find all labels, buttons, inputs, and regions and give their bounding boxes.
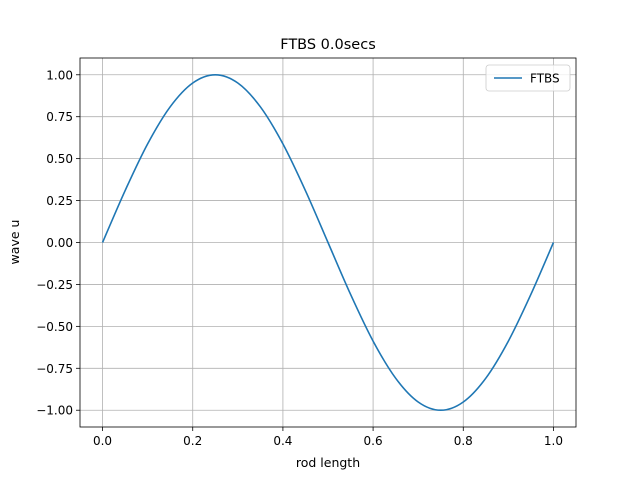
series-line-ftbs (101, 73, 555, 412)
x-axis: 0.0 0.2 0.4 0.6 0.8 1.0 (93, 427, 563, 448)
x-tick-label: 0.6 (364, 434, 383, 448)
y-tick-label: 0.50 (46, 152, 73, 166)
y-tick-label: −1.00 (36, 404, 73, 418)
plot-area (101, 73, 555, 412)
x-tick-label: 0.8 (454, 434, 473, 448)
x-tick-label: 0.0 (93, 434, 112, 448)
y-axis: −1.00 −0.75 −0.50 −0.25 0.00 0.25 0.50 0.75 1.00 (36, 68, 80, 418)
x-tick-label: 1.0 (544, 434, 563, 448)
y-tick-label: 1.00 (46, 68, 73, 82)
x-tick-label: 0.2 (183, 434, 202, 448)
legend: FTBS (485, 64, 571, 92)
legend-box (485, 64, 571, 92)
x-tick-label: 0.4 (273, 434, 292, 448)
y-tick-label: −0.25 (36, 278, 73, 292)
y-tick-label: 0.75 (46, 110, 73, 124)
y-tick-label: −0.50 (36, 320, 73, 334)
y-tick-label: 0.25 (46, 194, 73, 208)
chart-title: FTBS 0.0secs (280, 37, 376, 53)
y-axis-label: wave u (7, 220, 22, 265)
y-tick-label: 0.00 (46, 236, 73, 250)
legend-label: FTBS (530, 72, 560, 86)
y-tick-label: −0.75 (36, 362, 73, 376)
x-axis-label: rod length (296, 455, 360, 470)
